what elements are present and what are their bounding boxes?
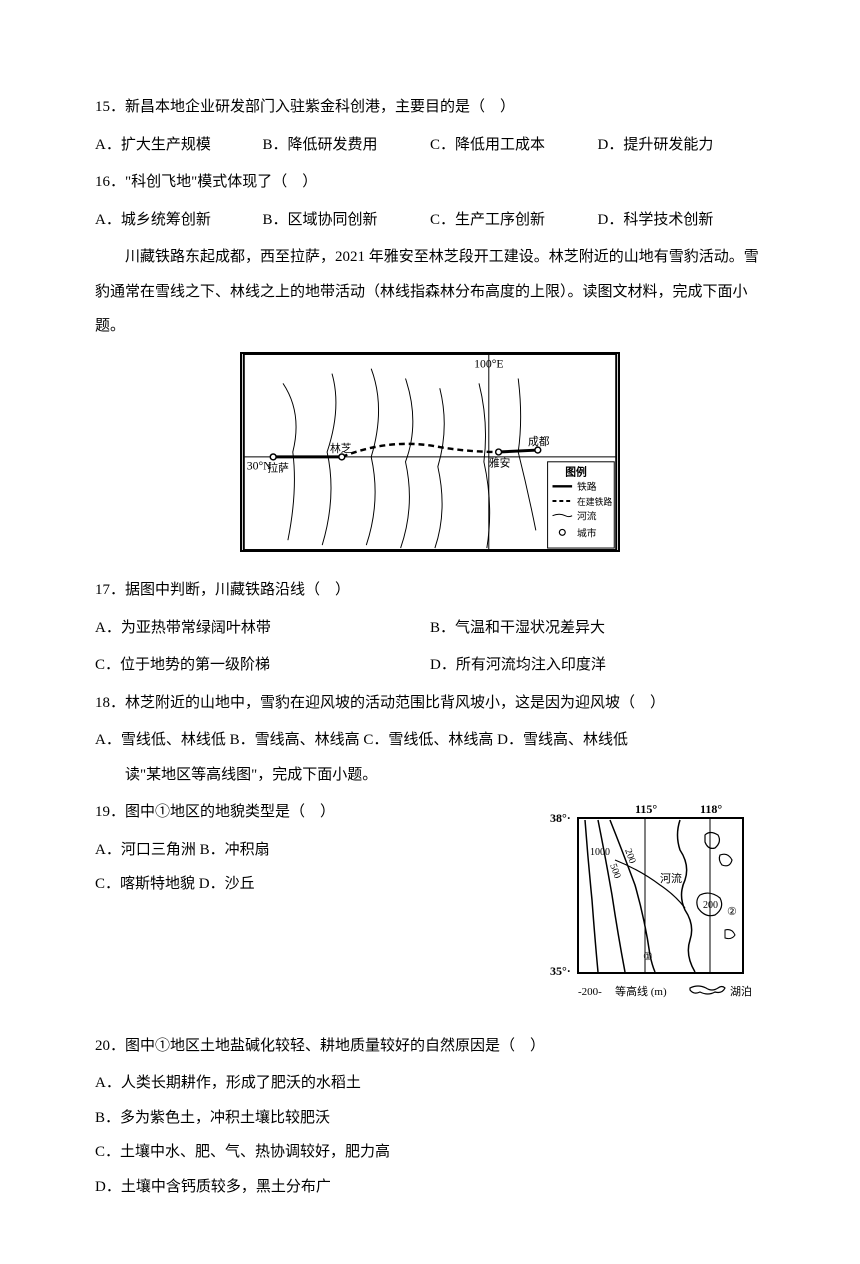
- q16-opt-b: B．区域协同创新: [263, 203, 431, 238]
- legend-building: 在建铁路: [577, 495, 612, 506]
- q18-opt-b: B．雪线高、林线高: [230, 732, 360, 748]
- q16-opt-a: A．城乡统筹创新: [95, 203, 263, 238]
- mark-2: ②: [727, 906, 737, 918]
- city-linzhi: 林芝: [330, 442, 352, 455]
- q17-opt-c: C．位于地势的第一级阶梯: [95, 648, 430, 683]
- q20-opt-b: B．多为紫色土，冲积土壤比较肥沃: [95, 1101, 765, 1136]
- q18-text: 18．林芝附近的山地中，雪豹在迎风坡的活动范围比背风坡小，这是因为迎风坡（ ）: [95, 686, 765, 721]
- q16-text: 16．"科创飞地"模式体现了（ ）: [95, 165, 765, 200]
- city-lhasa: 拉萨: [267, 461, 289, 474]
- contour-map: 38°· 115° 118° 35°· 1000 500 200 河流 200 …: [550, 800, 765, 1029]
- q16-opt-c: C．生产工序创新: [430, 203, 598, 238]
- q15-opt-a: A．扩大生产规模: [95, 128, 263, 163]
- q17-opt-a: A．为亚热带常绿阔叶林带: [95, 611, 430, 646]
- q20-opt-c: C．土壤中水、肥、气、热协调较好，肥力高: [95, 1135, 765, 1170]
- q20-opt-a: A．人类长期耕作，形成了肥沃的水稻土: [95, 1066, 765, 1101]
- lat-35: 35°·: [550, 964, 571, 978]
- q15-text: 15．新昌本地企业研发部门入驻紫金科创港，主要目的是（ ）: [95, 90, 765, 125]
- legend-river: 河流: [577, 509, 597, 522]
- q19-opt-b: B．冲积扇: [200, 842, 270, 858]
- q19-opt-a: A．河口三角洲: [95, 842, 196, 858]
- legend-contour: 等高线 (m): [615, 984, 667, 998]
- lat-38: 38°·: [550, 811, 571, 825]
- q15-opt-c: C．降低用工成本: [430, 128, 598, 163]
- q15-opt-b: B．降低研发费用: [263, 128, 431, 163]
- q18-opt-a: A．雪线低、林线低: [95, 732, 226, 748]
- passage-1: 川藏铁路东起成都，西至拉萨，2021 年雅安至林芝段开工建设。林芝附近的山地有雪…: [95, 240, 765, 344]
- city-chengdu: 成都: [528, 436, 550, 448]
- q19-opt-d: D．沙丘: [199, 876, 255, 892]
- passage-2: 读"某地区等高线图"，完成下面小题。: [95, 758, 765, 793]
- q18-opt-c: C．雪线低、林线高: [363, 732, 493, 748]
- city-yaan: 雅安: [489, 456, 511, 469]
- q17-opt-d: D．所有河流均注入印度洋: [430, 648, 765, 683]
- river-label: 河流: [660, 871, 682, 885]
- q18-opt-d: D．雪线高、林线低: [497, 732, 628, 748]
- q16-opt-d: D．科学技术创新: [598, 203, 766, 238]
- legend-city: 城市: [577, 526, 597, 539]
- q15-opt-d: D．提升研发能力: [598, 128, 766, 163]
- contour-1000: 1000: [590, 847, 610, 858]
- legend-railway: 铁路: [577, 480, 597, 493]
- legend-contour-val: -200-: [578, 986, 602, 998]
- contour-200b: 200: [703, 900, 718, 911]
- legend-title: 图例: [565, 465, 587, 478]
- legend-lake: 湖泊: [730, 985, 752, 998]
- q20-opt-d: D．土壤中含钙质较多，黑土分布广: [95, 1170, 765, 1205]
- railway-map: 100°E 30°N 拉萨 林芝 雅安 成都 图例 铁路 在建铁路 河流: [95, 352, 765, 566]
- q17-opt-b: B．气温和干湿状况差异大: [430, 611, 765, 646]
- lon-118: 118°: [700, 802, 722, 816]
- q17-text: 17．据图中判断，川藏铁路沿线（ ）: [95, 573, 765, 608]
- lon-label: 100°E: [474, 357, 504, 370]
- q19-opt-c: C．喀斯特地貌: [95, 876, 195, 892]
- mark-1: ①: [643, 951, 653, 963]
- lon-115: 115°: [635, 802, 657, 816]
